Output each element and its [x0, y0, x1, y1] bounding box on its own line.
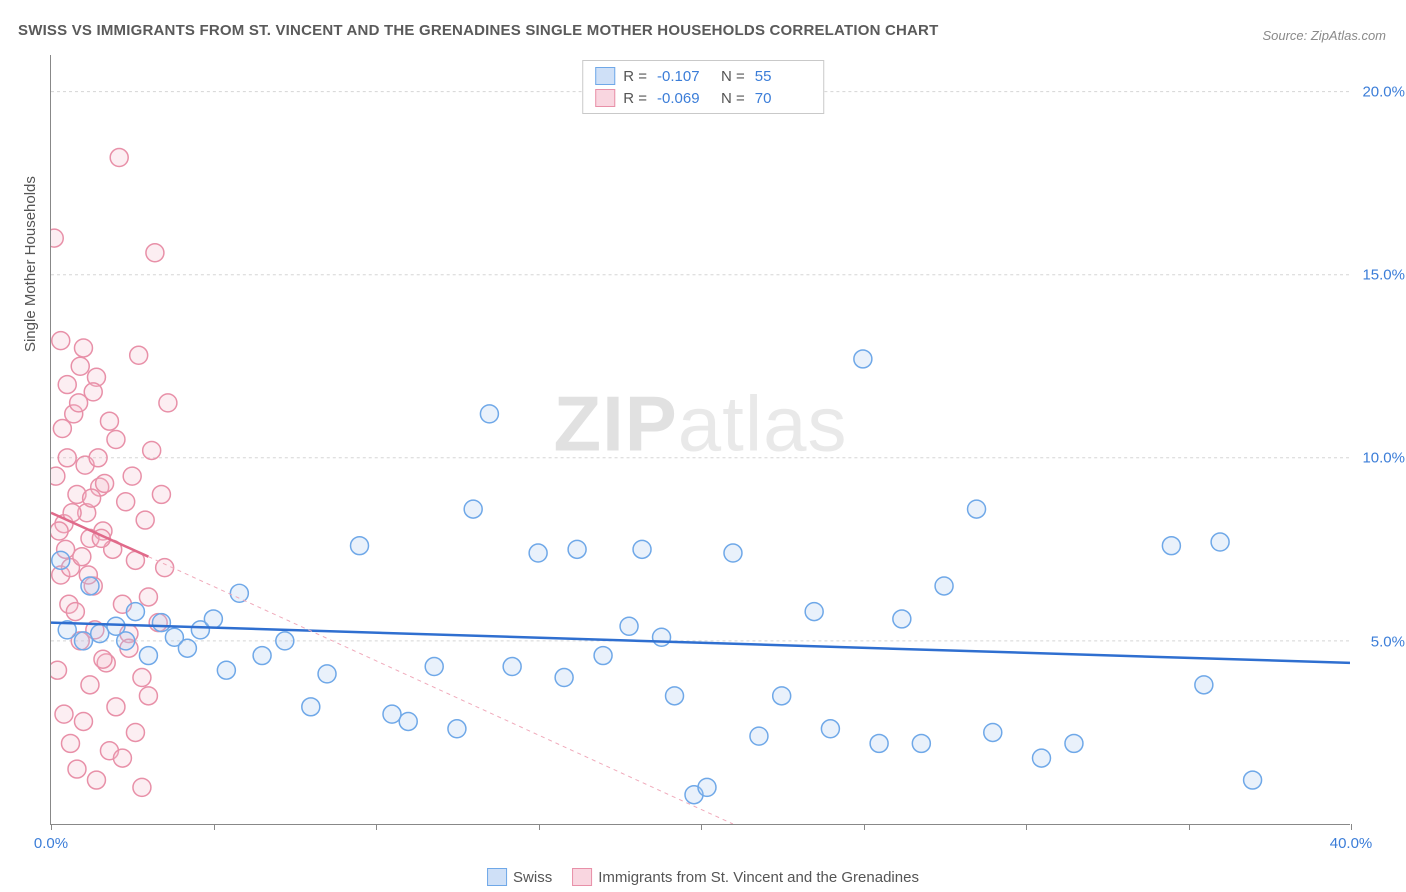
scatter-svg [51, 55, 1350, 824]
x-tick [51, 824, 52, 830]
r-value-immigrants: -0.069 [657, 90, 713, 107]
x-tick [539, 824, 540, 830]
y-tick-label: 20.0% [1362, 83, 1405, 100]
r-value-swiss: -0.107 [657, 68, 713, 85]
n-value-immigrants: 70 [755, 90, 811, 107]
y-tick-label: 10.0% [1362, 450, 1405, 467]
swatch-swiss-icon [487, 868, 507, 886]
chart-plot-area: ZIPatlas 5.0%10.0%15.0%20.0% 0.0%40.0% [50, 55, 1350, 825]
legend-row-immigrants: R = -0.069 N = 70 [595, 87, 811, 109]
x-tick-label: 40.0% [1330, 835, 1373, 852]
swatch-immigrants-icon [572, 868, 592, 886]
r-label: R = [623, 90, 647, 107]
n-label: N = [721, 90, 745, 107]
legend-row-swiss: R = -0.107 N = 55 [595, 65, 811, 87]
y-axis-label: Single Mother Households [22, 176, 39, 352]
legend-label-swiss: Swiss [513, 869, 552, 886]
r-label: R = [623, 68, 647, 85]
legend-item-immigrants: Immigrants from St. Vincent and the Gren… [572, 868, 919, 886]
x-tick [1026, 824, 1027, 830]
legend-label-immigrants: Immigrants from St. Vincent and the Gren… [598, 869, 919, 886]
swatch-swiss [595, 67, 615, 85]
n-label: N = [721, 68, 745, 85]
x-tick [376, 824, 377, 830]
y-tick-label: 5.0% [1371, 633, 1405, 650]
chart-title: SWISS VS IMMIGRANTS FROM ST. VINCENT AND… [18, 22, 938, 39]
series-legend: Swiss Immigrants from St. Vincent and th… [487, 868, 919, 886]
legend-item-swiss: Swiss [487, 868, 552, 886]
x-tick [701, 824, 702, 830]
x-tick [864, 824, 865, 830]
correlation-legend: R = -0.107 N = 55 R = -0.069 N = 70 [582, 60, 824, 114]
y-tick-label: 15.0% [1362, 267, 1405, 284]
source-attribution: Source: ZipAtlas.com [1262, 28, 1386, 43]
x-tick [214, 824, 215, 830]
x-tick [1351, 824, 1352, 830]
swatch-immigrants [595, 89, 615, 107]
n-value-swiss: 55 [755, 68, 811, 85]
x-tick [1189, 824, 1190, 830]
x-tick-label: 0.0% [34, 835, 68, 852]
